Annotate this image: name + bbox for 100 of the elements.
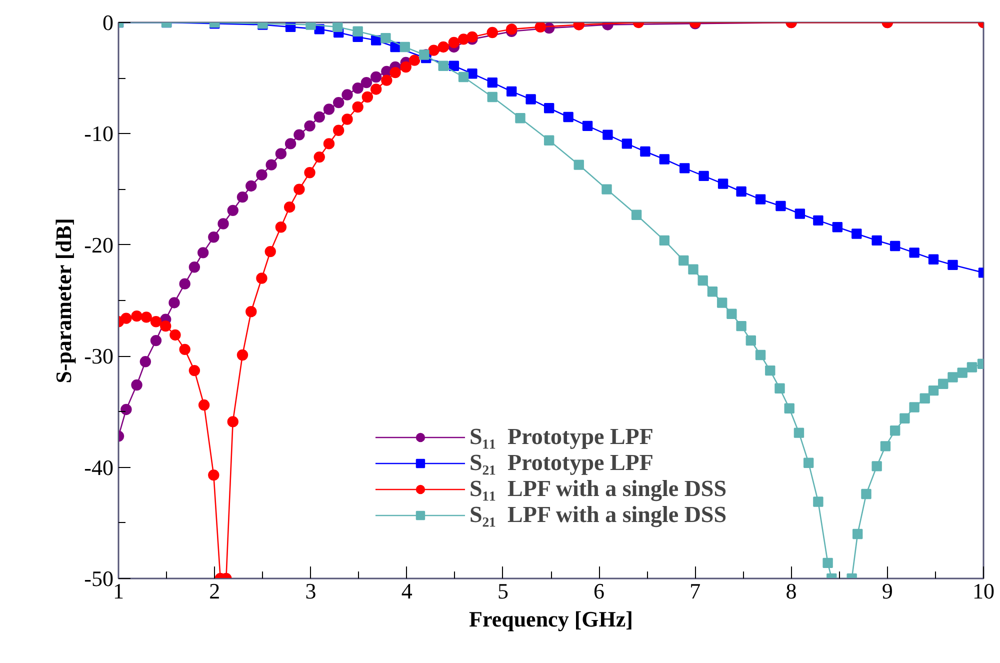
point bbox=[640, 146, 650, 157]
point bbox=[890, 426, 900, 436]
legend-label: S₂₁ LPF with a single DSS bbox=[469, 502, 727, 528]
point bbox=[880, 441, 891, 452]
point bbox=[602, 184, 612, 194]
point bbox=[466, 31, 478, 43]
point bbox=[284, 138, 296, 150]
y-tick-label: -40 bbox=[84, 454, 114, 480]
point bbox=[332, 96, 344, 108]
point bbox=[659, 154, 670, 164]
point bbox=[526, 94, 536, 104]
point bbox=[275, 222, 287, 233]
x-tick-label: 3 bbox=[305, 578, 316, 604]
point bbox=[323, 104, 335, 115]
point bbox=[736, 320, 746, 332]
point bbox=[544, 103, 554, 114]
point bbox=[304, 167, 316, 178]
point bbox=[458, 72, 469, 82]
point bbox=[718, 178, 728, 189]
point bbox=[487, 92, 498, 102]
point bbox=[120, 312, 132, 324]
point bbox=[622, 138, 632, 149]
point bbox=[197, 247, 209, 258]
point bbox=[314, 111, 325, 123]
point bbox=[352, 101, 364, 113]
point bbox=[332, 22, 343, 32]
point bbox=[342, 114, 353, 125]
point bbox=[534, 22, 546, 33]
point bbox=[390, 66, 401, 78]
point bbox=[140, 356, 152, 368]
y-tick-label: -30 bbox=[84, 344, 114, 369]
point bbox=[284, 202, 296, 213]
point bbox=[776, 200, 786, 212]
point bbox=[574, 160, 584, 170]
point bbox=[170, 329, 181, 341]
point bbox=[448, 36, 460, 48]
point bbox=[236, 191, 248, 203]
point bbox=[486, 26, 498, 38]
y-axis-title: S-parameter [dB] bbox=[51, 218, 76, 384]
legend-label: S₂₁ Prototype LPF bbox=[469, 450, 654, 476]
point bbox=[400, 42, 410, 52]
point bbox=[264, 246, 276, 258]
point bbox=[909, 402, 920, 412]
point bbox=[198, 399, 210, 411]
point bbox=[707, 286, 718, 297]
point bbox=[323, 138, 335, 150]
point bbox=[362, 91, 374, 103]
x-tick-label: 6 bbox=[594, 578, 605, 604]
point bbox=[765, 365, 776, 376]
point bbox=[419, 50, 430, 60]
point bbox=[294, 184, 305, 195]
y-tick-label: -50 bbox=[84, 566, 114, 591]
point bbox=[803, 458, 814, 468]
point bbox=[120, 404, 132, 416]
point bbox=[794, 428, 804, 438]
point bbox=[467, 68, 478, 79]
point bbox=[813, 215, 824, 226]
point bbox=[236, 349, 248, 361]
point bbox=[160, 320, 172, 332]
point bbox=[794, 208, 806, 219]
point bbox=[890, 240, 900, 252]
point bbox=[150, 334, 162, 346]
point bbox=[188, 262, 200, 273]
point bbox=[938, 378, 948, 389]
y-tick-label: 0 bbox=[102, 10, 114, 35]
point bbox=[380, 32, 391, 44]
point bbox=[360, 76, 372, 88]
point bbox=[631, 210, 642, 220]
point bbox=[218, 218, 229, 230]
x-tick-label: 5 bbox=[497, 578, 508, 604]
point bbox=[698, 170, 709, 182]
point bbox=[832, 222, 843, 232]
point bbox=[746, 335, 756, 346]
point bbox=[131, 379, 142, 391]
point bbox=[150, 316, 162, 328]
point bbox=[438, 41, 449, 53]
point bbox=[726, 308, 737, 319]
x-tick-label: 7 bbox=[690, 578, 701, 604]
point bbox=[208, 232, 220, 243]
point bbox=[256, 169, 268, 180]
point bbox=[352, 26, 363, 36]
x-tick-label: 1 bbox=[113, 578, 124, 604]
point bbox=[448, 60, 460, 71]
point bbox=[948, 260, 958, 270]
point bbox=[755, 194, 766, 204]
point bbox=[659, 235, 670, 246]
point bbox=[179, 344, 190, 356]
point bbox=[227, 204, 238, 216]
y-tick-label: -20 bbox=[84, 232, 114, 258]
point bbox=[957, 368, 968, 378]
point bbox=[966, 362, 978, 372]
point bbox=[716, 298, 728, 308]
x-tick-label: 10 bbox=[972, 578, 994, 604]
x-tick-label: 9 bbox=[882, 578, 893, 604]
point bbox=[822, 558, 833, 568]
point bbox=[774, 383, 785, 394]
point bbox=[227, 416, 238, 428]
point bbox=[370, 71, 382, 83]
x-axis-title: Frequency [GHz] bbox=[469, 606, 633, 632]
point bbox=[563, 112, 574, 122]
